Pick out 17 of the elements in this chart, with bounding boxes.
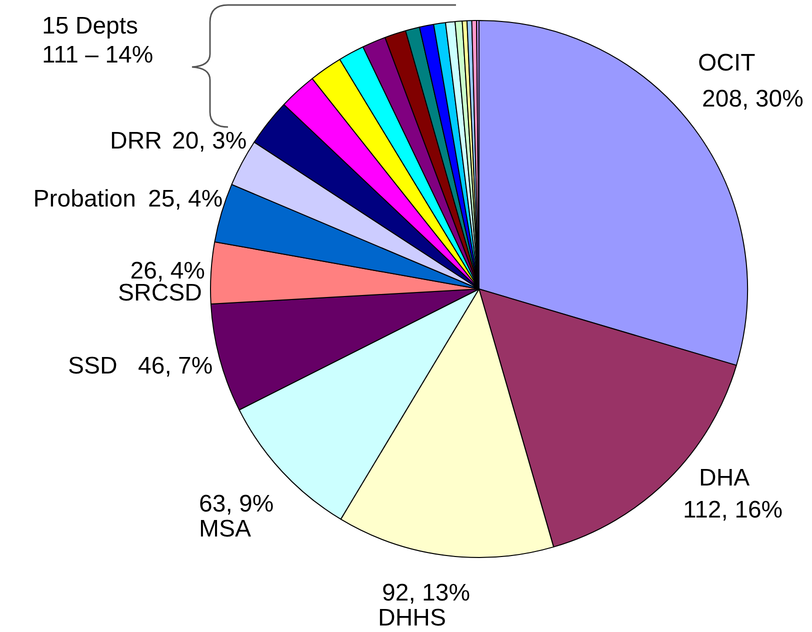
slice-label: Probation — [33, 186, 136, 213]
data-label: 46, 7% — [138, 352, 213, 380]
slice-label: SSD — [68, 352, 118, 380]
slice-label: DRR — [110, 128, 162, 155]
slice-label: OCIT — [698, 50, 756, 77]
data-label: 208, 30% — [702, 86, 804, 113]
slice-label: DHHS — [378, 604, 446, 632]
data-label: 92, 13% — [382, 580, 470, 607]
data-label: 112, 16% — [683, 496, 783, 524]
text: 111 – 14% — [42, 42, 154, 69]
data-label: 25, 4% — [148, 186, 223, 213]
data-label: 26, 4% — [130, 258, 205, 285]
data-label: 63, 9% — [199, 490, 274, 518]
text: 15 Depts — [42, 12, 138, 40]
data-label: 20, 3% — [172, 128, 247, 155]
slice-label: MSA — [199, 516, 252, 543]
slice-label: DHA — [699, 464, 750, 492]
